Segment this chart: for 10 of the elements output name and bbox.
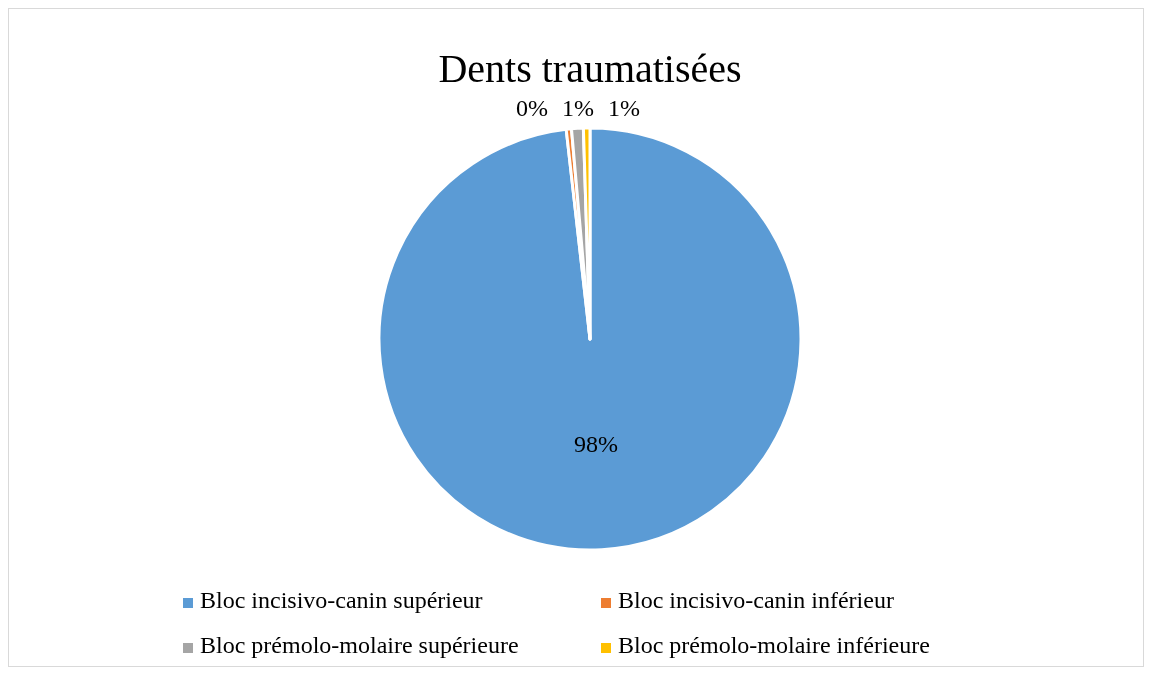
data-label: 1% [608, 95, 640, 121]
legend-label: Bloc prémolo-molaire supérieure [200, 632, 519, 658]
data-label: 98% [573, 431, 618, 458]
legend-label: Bloc incisivo-canin inférieur [618, 587, 894, 613]
legend-label: Bloc prémolo-molaire inférieure [618, 632, 930, 658]
data-label: 0% [516, 95, 548, 121]
data-label: 1% [562, 95, 594, 121]
pie-slice [377, 126, 803, 552]
chart-title: Dents traumatisées [438, 46, 742, 91]
legend-label: Bloc incisivo-canin supérieur [200, 587, 483, 613]
